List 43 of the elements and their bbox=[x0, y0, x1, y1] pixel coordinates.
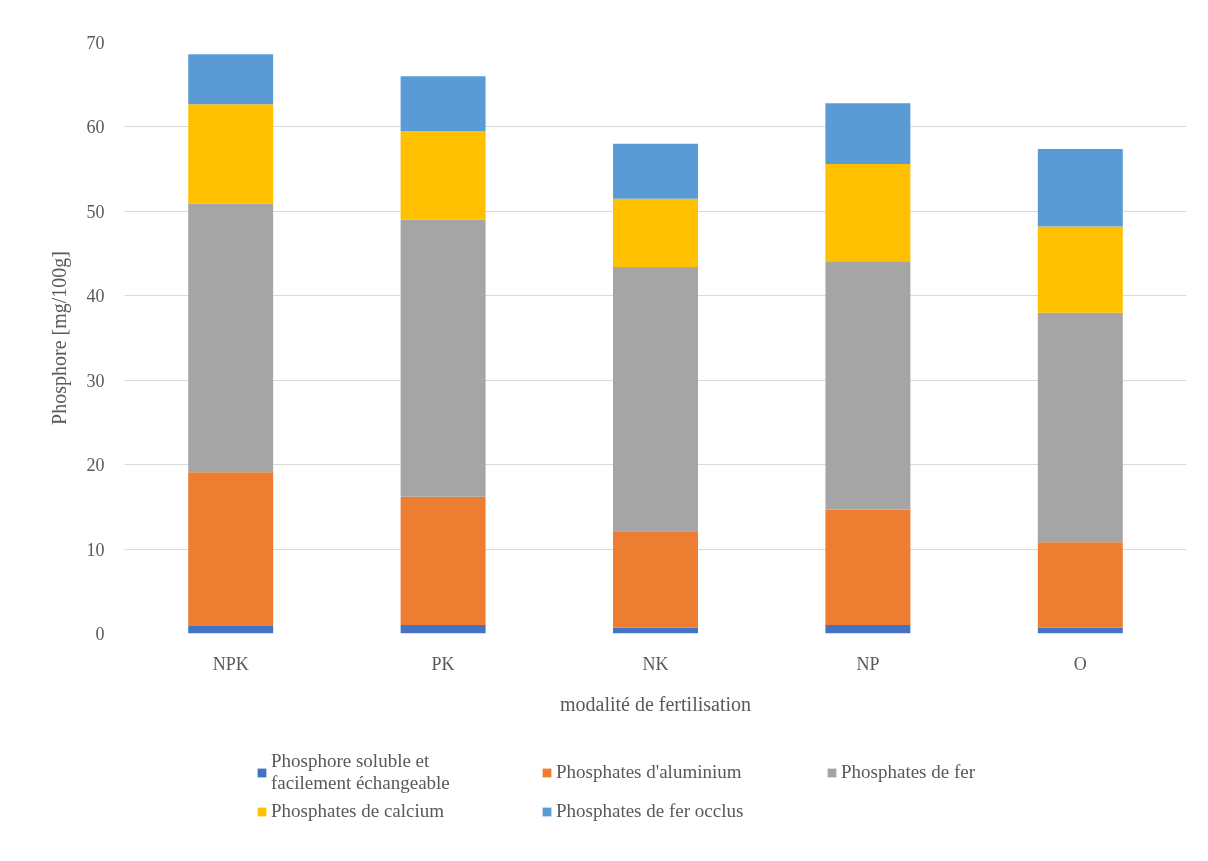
bar bbox=[825, 103, 911, 165]
bar bbox=[188, 472, 274, 626]
legend-label: Phosphates d'aluminium bbox=[556, 761, 743, 783]
y-tick-label: 10 bbox=[86, 539, 105, 560]
bar bbox=[400, 76, 486, 132]
bar bbox=[400, 496, 486, 626]
y-tick-label: 0 bbox=[95, 624, 105, 644]
bar bbox=[1037, 226, 1123, 313]
legend-label: Phosphore soluble et facilement échangeable bbox=[271, 750, 451, 794]
x-tick-label: O bbox=[1073, 653, 1087, 674]
bar bbox=[188, 203, 274, 473]
bar bbox=[613, 267, 698, 532]
bar bbox=[825, 261, 911, 510]
y-tick-label: 30 bbox=[86, 370, 105, 391]
legend-label: Phosphates de fer bbox=[841, 761, 977, 783]
bar bbox=[188, 625, 274, 634]
bar bbox=[400, 219, 486, 497]
legend-label: Phosphates de fer occlus bbox=[556, 800, 745, 822]
bar bbox=[188, 54, 274, 105]
y-axis-title: Phosphore [mg/100g] bbox=[47, 251, 71, 425]
y-tick-label: 40 bbox=[86, 286, 105, 307]
bar bbox=[1037, 542, 1123, 628]
bar bbox=[400, 625, 486, 634]
x-tick-label: PK bbox=[431, 653, 455, 674]
y-tick-label: 60 bbox=[86, 117, 105, 138]
bar bbox=[613, 143, 698, 199]
x-tick-label: NPK bbox=[212, 653, 249, 674]
bar bbox=[825, 509, 911, 626]
bar bbox=[1037, 148, 1123, 227]
y-tick-label: 70 bbox=[86, 33, 105, 53]
x-axis-title: modalité de fertilisation bbox=[559, 692, 752, 715]
y-tick-label: 50 bbox=[86, 201, 105, 222]
x-tick-label: NK bbox=[642, 653, 669, 674]
bar bbox=[613, 531, 698, 628]
bar bbox=[1037, 312, 1123, 543]
bar bbox=[613, 198, 698, 268]
bar bbox=[188, 104, 274, 204]
bar bbox=[825, 625, 911, 634]
y-tick-label: 20 bbox=[86, 455, 105, 476]
legend-label: Phosphates de calcium bbox=[271, 800, 446, 822]
bar bbox=[825, 164, 911, 262]
x-tick-label: NP bbox=[856, 653, 880, 674]
bar bbox=[400, 131, 486, 220]
